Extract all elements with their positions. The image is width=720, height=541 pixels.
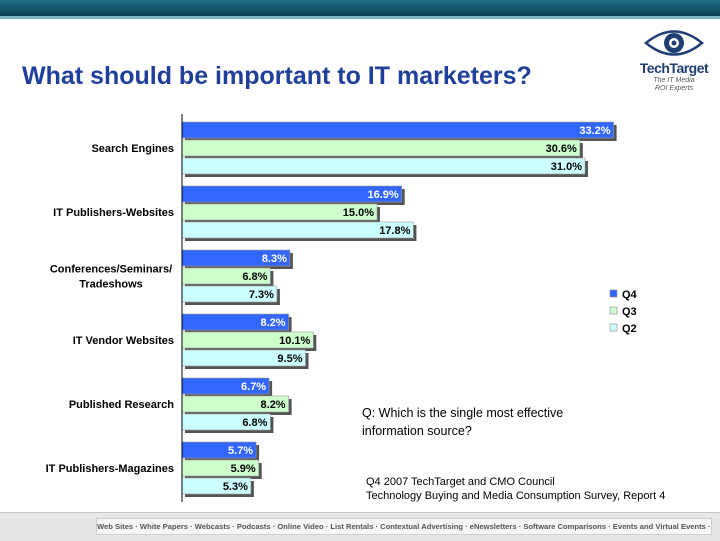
survey-question-line1: Q: Which is the single most effective [362, 406, 564, 420]
bar-value-label: 30.6% [546, 143, 577, 155]
top-banner [0, 0, 720, 16]
survey-source-line1: Q4 2007 TechTarget and CMO Council [366, 476, 555, 488]
category-label: IT Publishers-Websites [53, 207, 174, 219]
techtarget-logo: TechTarget The IT Media ROI Experts [632, 26, 716, 96]
logo-wordmark: TechTarget [639, 60, 709, 76]
bar-value-label: 10.1% [279, 335, 310, 347]
slide-title: What should be important to IT marketers… [22, 62, 532, 90]
footer-links: Web Sites · White Papers · Webcasts · Po… [96, 518, 712, 535]
legend-swatch-q4 [609, 289, 618, 298]
eye-icon [644, 30, 704, 56]
legend-label-q2: Q2 [622, 323, 637, 335]
bar-value-label: 5.3% [223, 481, 248, 493]
survey-question-line2: information source? [362, 424, 472, 438]
survey-source-line2: Technology Buying and Media Consumption … [366, 490, 666, 502]
category-label: IT Publishers-Magazines [46, 463, 174, 475]
footer-bar: Web Sites · White Papers · Webcasts · Po… [0, 512, 720, 541]
survey-question: Q: Which is the single most effective in… [362, 404, 563, 440]
bar-value-label: 6.7% [241, 381, 266, 393]
bar-value-label: 5.9% [231, 463, 256, 475]
bar-chart: 33.2%30.6% 31.0% Search Engines 16.9% 15.0% 1… [0, 110, 720, 505]
legend-swatch-q2 [609, 323, 618, 332]
legend-swatch-q3 [609, 306, 618, 315]
legend-label-q4: Q4 [622, 289, 638, 301]
logo-tagline-line1: The IT Media [653, 77, 695, 84]
bar-value-label: 8.2% [261, 399, 286, 411]
bar-value-label: 5.7% [228, 445, 253, 457]
logo-tagline: The IT Media ROI Experts [632, 77, 716, 93]
category-label: Search Engines [91, 143, 174, 155]
category-label: Conferences/Seminars/ [50, 264, 172, 276]
survey-source: Q4 2007 TechTarget and CMO Council Techn… [366, 475, 665, 503]
legend-label-q3: Q3 [622, 306, 637, 318]
bar-value-label: 6.8% [242, 417, 267, 429]
bar-value-label: 8.2% [261, 317, 286, 329]
bar-value-label: 15.0% [343, 207, 374, 219]
bar-value-label: 7.3% [249, 289, 274, 301]
bar-value-label: 17.8% [379, 225, 410, 237]
category-label: IT Vendor Websites [73, 335, 174, 347]
bar-value-label: 31.0% [551, 161, 582, 173]
logo-tagline-line2: ROI Experts [654, 85, 694, 92]
bar-q3 [181, 139, 581, 157]
category-label: Published Research [69, 399, 174, 411]
bar-value-label: 33.2% [579, 125, 610, 137]
bar-value-label: 16.9% [367, 189, 398, 201]
bar-value-label: 8.3% [262, 253, 287, 265]
bar-q4 [181, 121, 614, 139]
category-label: Tradeshows [79, 279, 143, 291]
bar-value-label: 9.5% [277, 353, 302, 365]
bar-q2 [181, 157, 586, 175]
bar-value-label: 6.8% [242, 271, 267, 283]
top-banner-stripe [0, 16, 720, 19]
